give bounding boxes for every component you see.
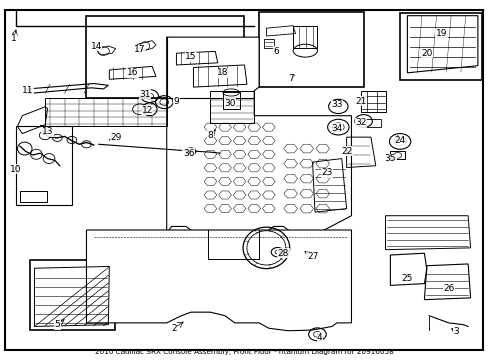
Polygon shape xyxy=(86,230,351,331)
Bar xyxy=(30,260,115,330)
Text: 8: 8 xyxy=(207,131,213,140)
Text: 1: 1 xyxy=(11,35,17,44)
Text: 29: 29 xyxy=(110,132,121,141)
Text: 3: 3 xyxy=(452,327,458,336)
Text: 12: 12 xyxy=(142,106,153,115)
Text: 27: 27 xyxy=(306,252,318,261)
Text: 4: 4 xyxy=(316,333,322,342)
Text: 32: 32 xyxy=(355,118,366,127)
Bar xyxy=(16,126,72,205)
Text: 22: 22 xyxy=(340,147,351,156)
Text: 18: 18 xyxy=(216,68,228,77)
Text: 9: 9 xyxy=(173,97,179,106)
Bar xyxy=(366,119,380,127)
Text: 23: 23 xyxy=(321,168,332,177)
Bar xyxy=(210,91,254,123)
Text: 5: 5 xyxy=(54,320,60,329)
Bar xyxy=(399,13,481,80)
Text: 17: 17 xyxy=(134,45,145,54)
Text: 11: 11 xyxy=(22,86,34,95)
Text: 2010 Cadillac SRX Console Assembly, Front Floor *Titanium Diagram for 20916058: 2010 Cadillac SRX Console Assembly, Fron… xyxy=(95,349,393,355)
Text: 25: 25 xyxy=(401,274,412,283)
Bar xyxy=(86,16,244,98)
Text: 20: 20 xyxy=(420,49,432,58)
Text: 31: 31 xyxy=(139,90,150,99)
Text: 6: 6 xyxy=(273,47,279,56)
Text: 35: 35 xyxy=(384,154,395,163)
Text: 14: 14 xyxy=(90,41,102,50)
Text: 21: 21 xyxy=(355,97,366,106)
Text: 19: 19 xyxy=(435,29,446,38)
Text: 24: 24 xyxy=(394,136,405,145)
Text: 15: 15 xyxy=(185,52,196,61)
Text: 28: 28 xyxy=(277,249,288,258)
Text: 2: 2 xyxy=(171,324,177,333)
Text: 13: 13 xyxy=(42,127,53,136)
Text: 16: 16 xyxy=(127,68,138,77)
Polygon shape xyxy=(166,37,351,234)
Bar xyxy=(222,93,239,109)
Text: 33: 33 xyxy=(330,100,342,109)
Bar xyxy=(20,192,46,202)
Text: 26: 26 xyxy=(442,284,453,293)
Bar xyxy=(389,152,404,159)
Text: 34: 34 xyxy=(330,124,342,133)
Text: 7: 7 xyxy=(287,74,293,83)
Bar xyxy=(259,12,363,87)
Text: 30: 30 xyxy=(224,99,235,108)
Text: 36: 36 xyxy=(183,149,194,158)
Text: 10: 10 xyxy=(10,165,21,174)
